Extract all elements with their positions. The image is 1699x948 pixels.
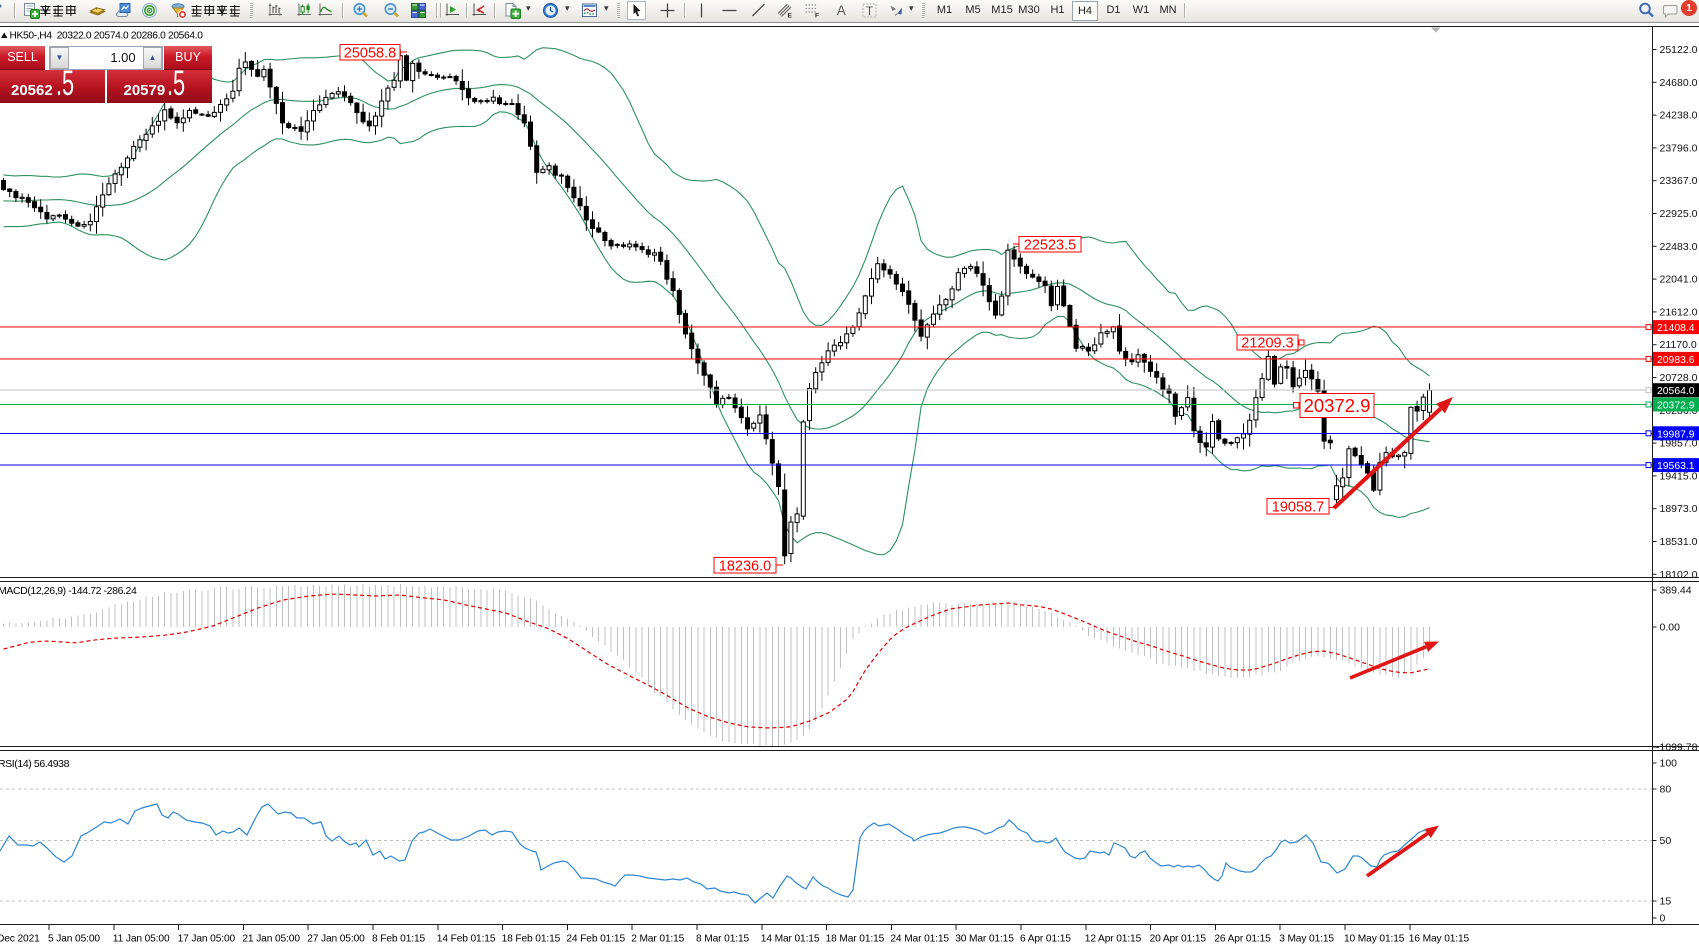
- svg-text:HK50-,H4 20322.0 20574.0 2028: HK50-,H4 20322.0 20574.0 20286.0 20564.0: [10, 31, 204, 42]
- svg-text:T: T: [866, 6, 873, 18]
- svg-text:20372.9: 20372.9: [1657, 401, 1695, 412]
- svg-text:19563.1: 19563.1: [1657, 461, 1695, 472]
- svg-text:-1099.78: -1099.78: [1656, 742, 1698, 754]
- svg-text:22483.0: 22483.0: [1660, 241, 1698, 253]
- svg-text:17 Jan 05:00: 17 Jan 05:00: [178, 934, 236, 945]
- svg-text:F: F: [815, 13, 819, 20]
- svg-text:19987.9: 19987.9: [1657, 429, 1695, 440]
- svg-text:16 May 01:15: 16 May 01:15: [1409, 934, 1470, 945]
- svg-text:389.44: 389.44: [1660, 585, 1692, 597]
- svg-text:19058.7: 19058.7: [1272, 500, 1324, 516]
- svg-text:10 May 01:15: 10 May 01:15: [1344, 934, 1405, 945]
- svg-text:20564.0: 20564.0: [1657, 386, 1695, 397]
- svg-text:E: E: [788, 13, 793, 20]
- svg-text:14 Mar 01:15: 14 Mar 01:15: [761, 934, 820, 945]
- svg-text:14 Feb 01:15: 14 Feb 01:15: [437, 934, 496, 945]
- svg-text:26 Apr 01:15: 26 Apr 01:15: [1214, 934, 1271, 945]
- svg-text:A: A: [837, 3, 846, 18]
- svg-text:21612.0: 21612.0: [1660, 306, 1698, 318]
- svg-text:2 Mar 01:15: 2 Mar 01:15: [631, 934, 684, 945]
- svg-text:RSI(14) 56.4938: RSI(14) 56.4938: [0, 758, 70, 770]
- svg-text:3 May 01:15: 3 May 01:15: [1279, 934, 1334, 945]
- svg-text:20 Dec 2021: 20 Dec 2021: [0, 934, 40, 945]
- svg-text:8 Mar 01:15: 8 Mar 01:15: [696, 934, 749, 945]
- svg-text:18 Mar 01:15: 18 Mar 01:15: [826, 934, 885, 945]
- svg-text:25122.0: 25122.0: [1660, 44, 1698, 56]
- svg-text:24680.0: 24680.0: [1660, 77, 1698, 89]
- svg-text:80: 80: [1660, 784, 1672, 796]
- svg-text:24 Feb 01:15: 24 Feb 01:15: [566, 934, 625, 945]
- svg-text:19415.0: 19415.0: [1660, 470, 1698, 482]
- svg-text:6 Apr 01:15: 6 Apr 01:15: [1020, 934, 1071, 945]
- svg-text:24 Mar 01:15: 24 Mar 01:15: [890, 934, 949, 945]
- svg-text:20728.0: 20728.0: [1660, 372, 1698, 384]
- svg-text:27 Jan 05:00: 27 Jan 05:00: [307, 934, 365, 945]
- svg-text:0.00: 0.00: [1660, 622, 1681, 634]
- svg-text:8 Feb 01:15: 8 Feb 01:15: [372, 934, 426, 945]
- svg-text:0: 0: [1660, 913, 1666, 925]
- svg-text:20372.9: 20372.9: [1304, 395, 1371, 416]
- svg-text:18 Feb 01:15: 18 Feb 01:15: [502, 934, 561, 945]
- svg-text:24238.0: 24238.0: [1660, 110, 1698, 122]
- svg-text:23367.0: 23367.0: [1660, 175, 1698, 187]
- svg-text:21408.4: 21408.4: [1657, 323, 1695, 334]
- svg-text:23796.0: 23796.0: [1660, 142, 1698, 154]
- svg-text:MACD(12,26,9) -144.72 -286.24: MACD(12,26,9) -144.72 -286.24: [0, 585, 137, 597]
- svg-text:25058.8: 25058.8: [344, 46, 396, 62]
- svg-text:21209.3: 21209.3: [1241, 336, 1293, 352]
- svg-text:50: 50: [1660, 835, 1672, 847]
- svg-text:30 Mar 01:15: 30 Mar 01:15: [955, 934, 1014, 945]
- svg-text:18531.0: 18531.0: [1660, 536, 1698, 548]
- svg-text:19857.0: 19857.0: [1660, 438, 1698, 450]
- svg-text:22925.0: 22925.0: [1660, 208, 1698, 220]
- svg-text:18102.0: 18102.0: [1660, 569, 1698, 581]
- svg-text:21170.0: 21170.0: [1660, 339, 1697, 351]
- svg-text:20 Apr 01:15: 20 Apr 01:15: [1150, 934, 1207, 945]
- svg-text:15: 15: [1660, 896, 1672, 908]
- svg-text:18973.0: 18973.0: [1660, 503, 1698, 515]
- svg-text:11 Jan 05:00: 11 Jan 05:00: [113, 934, 170, 945]
- svg-text:5 Jan 05:00: 5 Jan 05:00: [48, 934, 100, 945]
- svg-text:22523.5: 22523.5: [1024, 238, 1076, 254]
- svg-text:21 Jan 05:00: 21 Jan 05:00: [242, 934, 300, 945]
- svg-text:20983.6: 20983.6: [1657, 355, 1695, 366]
- svg-text:12 Apr 01:15: 12 Apr 01:15: [1085, 934, 1142, 945]
- svg-text:22041.0: 22041.0: [1660, 274, 1698, 286]
- svg-text:100: 100: [1660, 758, 1678, 770]
- svg-text:18236.0: 18236.0: [719, 559, 771, 575]
